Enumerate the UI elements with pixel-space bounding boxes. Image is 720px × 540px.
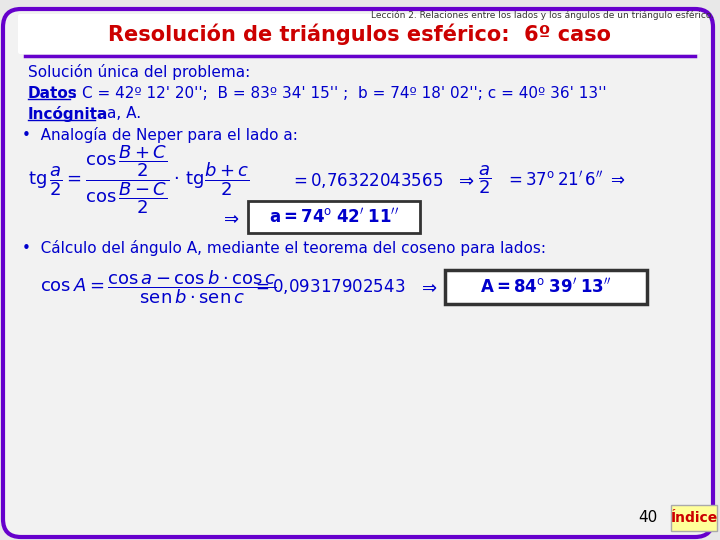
FancyBboxPatch shape [671,505,717,531]
Text: : C = 42º 12' 20'';  B = 83º 34' 15'' ;  b = 74º 18' 02''; c = 40º 36' 13'': : C = 42º 12' 20''; B = 83º 34' 15'' ; b… [72,85,607,100]
Text: $\mathbf{a = 74\mathrm{{}^o}\;42'\;11''}$: $\mathbf{a = 74\mathrm{{}^o}\;42'\;11''}… [269,207,399,226]
Text: $\mathrm{tg}\,\dfrac{a}{2} = \dfrac{\cos\dfrac{B+C}{2}}{\cos\dfrac{B-C}{2}}\cdot: $\mathrm{tg}\,\dfrac{a}{2} = \dfrac{\cos… [28,144,250,217]
Text: $\Rightarrow$: $\Rightarrow$ [418,278,438,296]
FancyBboxPatch shape [445,270,647,304]
Text: Incógnita: Incógnita [28,106,109,122]
Text: Solución única del problema:: Solución única del problema: [28,64,251,80]
Text: Datos: Datos [28,85,78,100]
Text: $= 0{,}09317902543$: $= 0{,}09317902543$ [252,278,405,296]
FancyBboxPatch shape [3,9,713,537]
Text: $\Rightarrow$: $\Rightarrow$ [220,209,240,227]
Text: $\cos A = \dfrac{\cos a - \cos b \cdot \cos c}{\mathrm{sen}\,b \cdot \mathrm{sen: $\cos A = \dfrac{\cos a - \cos b \cdot \… [40,268,276,306]
Text: Lección 2. Relaciones entre los lados y los ángulos de un triángulo esférico.: Lección 2. Relaciones entre los lados y … [371,10,714,19]
Text: •  Cálculo del ángulo A, mediante el teorema del coseno para lados:: • Cálculo del ángulo A, mediante el teor… [22,240,546,256]
Text: 40: 40 [639,510,657,525]
FancyBboxPatch shape [248,201,420,233]
Text: $= 0{,}76322043565$: $= 0{,}76322043565$ [290,171,443,190]
Text: Índice: Índice [670,511,718,525]
Text: : a, A.: : a, A. [97,106,141,122]
FancyBboxPatch shape [18,14,700,54]
Text: $= 37\mathrm{{}^o}\,21'\,6''\;\Rightarrow$: $= 37\mathrm{{}^o}\,21'\,6''\;\Rightarro… [505,171,626,190]
Text: $\Rightarrow$: $\Rightarrow$ [455,171,474,189]
Text: $\mathbf{A = 84\mathrm{{}^o}\;39'\;13''}$: $\mathbf{A = 84\mathrm{{}^o}\;39'\;13''}… [480,278,612,296]
Text: •  Analogía de Neper para el lado a:: • Analogía de Neper para el lado a: [22,127,298,143]
Text: Resolución de triángulos esférico:  6º caso: Resolución de triángulos esférico: 6º ca… [109,23,611,45]
Text: $\dfrac{a}{2}$: $\dfrac{a}{2}$ [478,164,492,197]
